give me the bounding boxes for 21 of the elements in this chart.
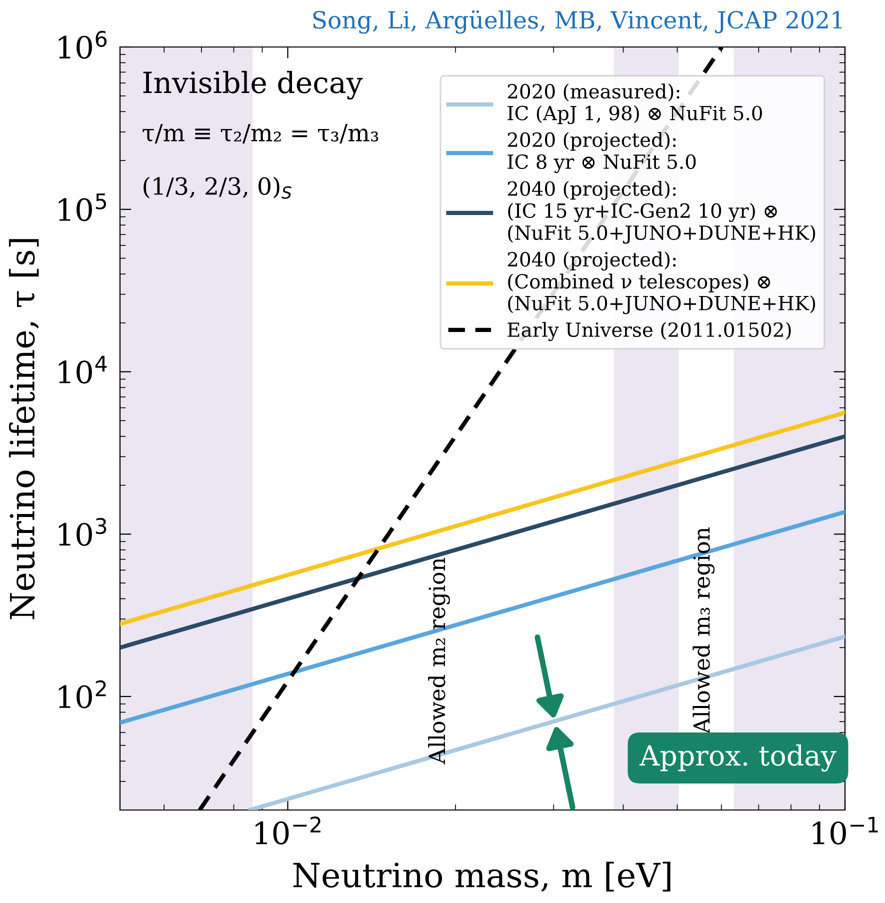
x-tick-label: 10$^{−2}$: [256, 816, 320, 845]
legend-label: 2020 (measured): IC (ApJ 1, 98) ⊗ NuFit 5.0: [508, 84, 762, 124]
annotation: Approx. today: [639, 744, 836, 772]
x-axis-title: Neutrino mass, m [eV]: [293, 862, 670, 892]
annotation: Allowed m₂ region: [428, 558, 450, 764]
legend-label: 2040 (projected): (Combined ν telescopes) ⊗ (NuFit 5.0+JUNO+DUNE+HK): [508, 252, 816, 314]
y-tick-label: 10$^{2}$: [58, 680, 106, 708]
annotation: Allowed m₃ region: [692, 527, 715, 734]
annotation: Invisible decay: [143, 70, 363, 100]
y-tick-label: 10$^{3}$: [58, 518, 106, 546]
y-tick-label: 10$^{6}$: [58, 30, 107, 59]
legend-label: Early Universe (2011.01502): [508, 322, 791, 342]
x-tick-label: 10$^{−1}$: [812, 816, 878, 845]
y-tick-label: 10$^{5}$: [58, 193, 106, 222]
y-axis-title: Neutrino lifetime, τ [s]: [8, 239, 39, 620]
legend-label: 2040 (projected): (IC 15 yr+IC-Gen2 10 yr) ⊗ (NuFit 5.0+JUNO+DUNE+HK): [508, 180, 816, 244]
y-tick-label: 10$^{4}$: [58, 356, 107, 384]
annotation: τ/m ≡ τ₂/m₂ = τ₃/m₃: [142, 124, 378, 144]
text: Song, Li, Argüelles, MB, Vincent, JCAP 2021: [313, 10, 842, 34]
annotation: (1/3, 2/3, 0)$_{S}$: [144, 176, 292, 199]
legend-label: 2020 (projected): IC 8 yr ⊗ NuFit 5.0: [508, 132, 696, 174]
